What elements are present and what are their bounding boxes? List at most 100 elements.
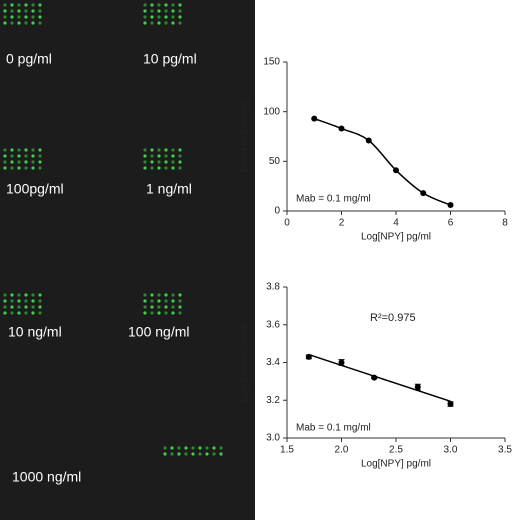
image-label: 1 ng/ml (146, 181, 192, 197)
spot (10, 15, 14, 19)
x-tick-label: 1.5 (280, 445, 294, 456)
spot (143, 293, 147, 297)
spot (31, 3, 35, 7)
spot (10, 9, 14, 13)
spot (10, 166, 14, 170)
data-point (447, 401, 454, 408)
y-tick-label: 150 (263, 57, 280, 68)
y-tick-label: 0 (274, 206, 280, 217)
spot (171, 15, 175, 19)
spot (31, 9, 35, 13)
spot (164, 293, 168, 297)
spot (143, 154, 147, 158)
spot (178, 293, 182, 297)
spot (17, 293, 21, 297)
spot (157, 305, 161, 309)
spot (17, 9, 21, 13)
spot (157, 21, 161, 25)
data-point (414, 384, 421, 391)
spot (38, 9, 42, 13)
spot (178, 15, 182, 19)
spot (171, 293, 175, 297)
spot (150, 148, 154, 152)
spot (163, 446, 167, 450)
spot (3, 305, 7, 309)
data-point (447, 202, 454, 209)
spot (24, 21, 28, 25)
spot (38, 299, 42, 303)
y-tick-label: 3.2 (266, 395, 280, 406)
y-tick-label: 3.8 (266, 282, 280, 293)
spot (31, 293, 35, 297)
x-tick-label: 4 (393, 218, 399, 229)
data-point (393, 167, 399, 174)
spot (164, 15, 168, 19)
spot (219, 446, 223, 450)
spot (171, 311, 175, 315)
spot (143, 9, 147, 13)
spot (3, 293, 7, 297)
spot (24, 293, 28, 297)
spot (178, 148, 182, 152)
spot (24, 305, 28, 309)
spot (17, 166, 21, 170)
spot (31, 154, 35, 158)
spot (178, 166, 182, 170)
spot (17, 148, 21, 152)
annotation: Mab = 0.1 mg/ml (296, 194, 371, 205)
image-label: 1000 ng/ml (12, 469, 81, 485)
x-tick-label: 3.0 (444, 445, 458, 456)
spot (10, 154, 14, 158)
spot (163, 452, 167, 456)
spot (198, 452, 202, 456)
spot (38, 160, 42, 164)
spot (178, 154, 182, 158)
spot (143, 311, 147, 315)
spot (143, 15, 147, 19)
spot (164, 311, 168, 315)
spot (24, 3, 28, 7)
spot (24, 148, 28, 152)
y-tick-label: 50 (269, 156, 281, 167)
spot (3, 148, 7, 152)
spot (157, 3, 161, 7)
spot (38, 3, 42, 7)
x-axis-label: Log[NPY] pg/ml (361, 459, 431, 470)
spot (178, 9, 182, 13)
y-tick-label: 3.6 (266, 319, 280, 330)
spot (10, 3, 14, 7)
spot (24, 160, 28, 164)
spot (150, 293, 154, 297)
spot (38, 15, 42, 19)
data-point (338, 359, 345, 366)
spot (17, 154, 21, 158)
spot (219, 452, 223, 456)
spot (143, 21, 147, 25)
spot (24, 154, 28, 158)
spot (143, 299, 147, 303)
x-tick-label: 6 (448, 218, 454, 229)
x-tick-label: 2.5 (389, 445, 403, 456)
x-tick-label: 2 (339, 218, 345, 229)
data-point (365, 137, 372, 144)
spot (150, 9, 154, 13)
spot (157, 293, 161, 297)
spot (3, 299, 7, 303)
spot (150, 166, 154, 170)
spot (164, 154, 168, 158)
spot-grid (3, 3, 223, 456)
x-tick-label: 8 (502, 218, 508, 229)
spot (205, 446, 209, 450)
spot (184, 446, 188, 450)
y-tick-label: 3.4 (266, 357, 280, 368)
spot (150, 160, 154, 164)
spot (31, 305, 35, 309)
spot (38, 293, 42, 297)
fit-line (308, 353, 451, 403)
spot (178, 3, 182, 7)
image-label: 0 pg/ml (6, 51, 52, 67)
spot (10, 305, 14, 309)
data-point (311, 115, 318, 122)
spot (17, 3, 21, 7)
spot (157, 299, 161, 303)
